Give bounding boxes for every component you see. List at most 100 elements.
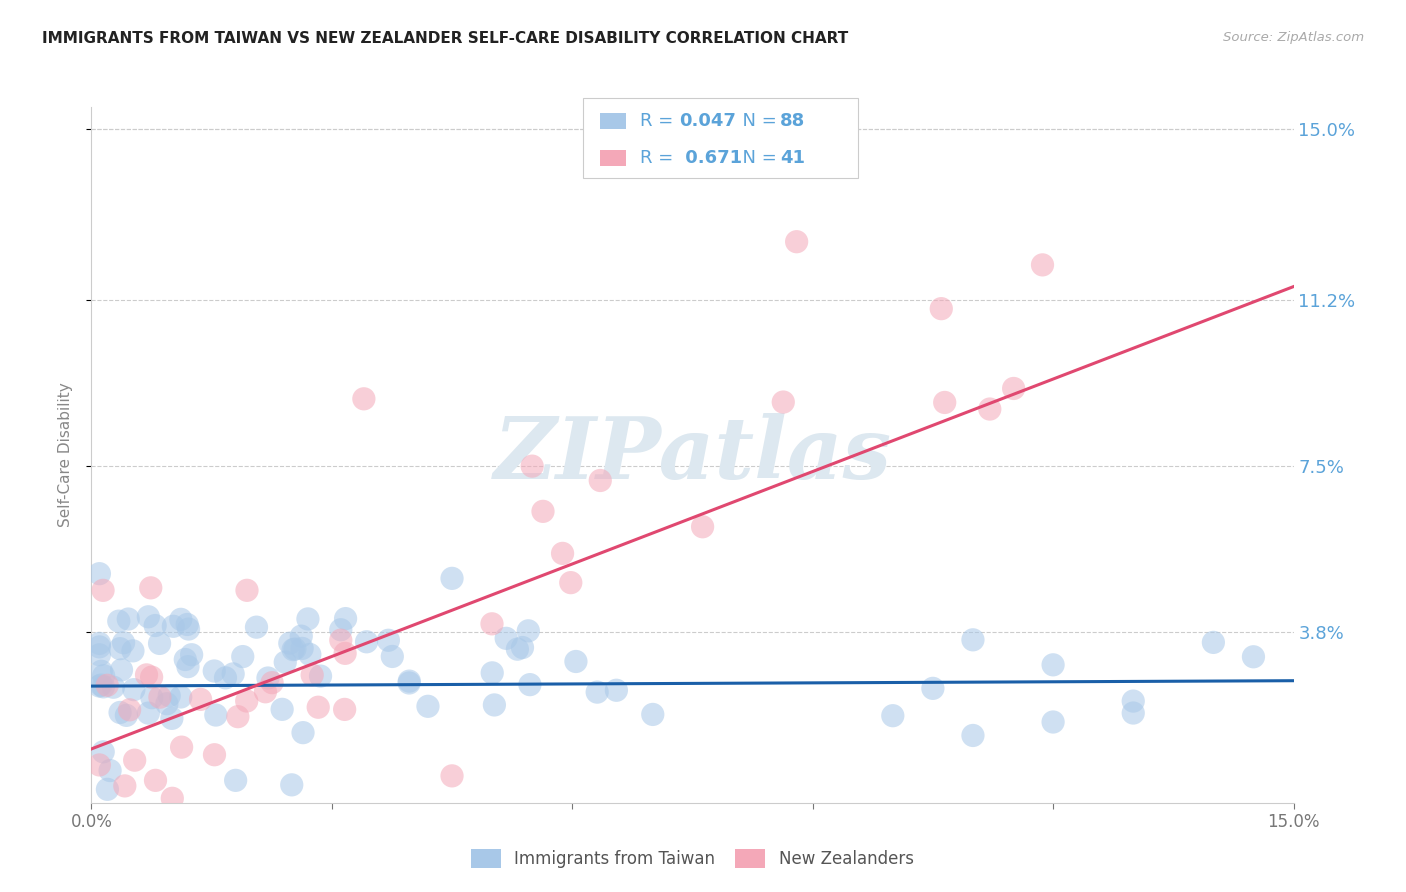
Point	[1031, 258, 1053, 272]
Point	[149, 690, 172, 705]
Point	[118, 703, 141, 717]
Point	[143, 618, 166, 632]
Point	[495, 632, 517, 646]
Point	[89, 679, 111, 693]
Point	[979, 402, 1001, 417]
Point	[170, 740, 193, 755]
Point	[962, 729, 984, 743]
Point	[138, 706, 160, 720]
Point	[398, 676, 420, 690]
Point	[605, 683, 627, 698]
Point	[122, 682, 145, 697]
Point	[1002, 381, 1025, 395]
Text: Source: ZipAtlas.com: Source: ZipAtlas.com	[1223, 31, 1364, 45]
Point	[174, 652, 197, 666]
Point	[290, 629, 312, 643]
Point	[148, 636, 170, 650]
Point	[177, 659, 200, 673]
Point	[333, 646, 356, 660]
Point	[98, 764, 121, 778]
Point	[245, 620, 267, 634]
Point	[190, 692, 212, 706]
Point	[440, 571, 463, 585]
Point	[170, 690, 193, 704]
Point	[517, 624, 540, 638]
Text: N =: N =	[731, 149, 783, 168]
Point	[292, 725, 315, 739]
Text: 0.047: 0.047	[679, 112, 735, 129]
Point	[124, 753, 146, 767]
Point	[297, 612, 319, 626]
Text: 0.671: 0.671	[679, 149, 742, 168]
Point	[145, 773, 167, 788]
Text: 41: 41	[780, 149, 806, 168]
Point	[307, 700, 329, 714]
Point	[257, 671, 280, 685]
Point	[565, 655, 588, 669]
Point	[1042, 657, 1064, 672]
Point	[112, 636, 135, 650]
Point	[929, 301, 952, 316]
Point	[91, 745, 114, 759]
Point	[353, 392, 375, 406]
Point	[1243, 649, 1265, 664]
Point	[108, 706, 131, 720]
Point	[93, 668, 115, 682]
Point	[882, 708, 904, 723]
Point	[90, 665, 112, 679]
Point	[786, 235, 808, 249]
Point	[170, 612, 193, 626]
Point	[115, 708, 138, 723]
Point	[481, 665, 503, 680]
Point	[962, 632, 984, 647]
Point	[162, 619, 184, 633]
Point	[96, 678, 118, 692]
Text: ZIPatlas: ZIPatlas	[494, 413, 891, 497]
Point	[160, 711, 183, 725]
Point	[89, 636, 111, 650]
Point	[141, 690, 163, 705]
Point	[122, 644, 145, 658]
Point	[91, 583, 114, 598]
Point	[225, 773, 247, 788]
Point	[506, 642, 529, 657]
Point	[586, 685, 609, 699]
Point	[254, 685, 277, 699]
Y-axis label: Self-Care Disability: Self-Care Disability	[58, 383, 73, 527]
Point	[262, 675, 284, 690]
Point	[278, 636, 301, 650]
Text: 88: 88	[780, 112, 806, 129]
Point	[89, 758, 111, 772]
Point	[284, 642, 307, 657]
Point	[335, 612, 357, 626]
Point	[232, 649, 254, 664]
Point	[135, 668, 157, 682]
Point	[772, 395, 794, 409]
Point	[177, 622, 200, 636]
Point	[271, 702, 294, 716]
Point	[692, 520, 714, 534]
Point	[205, 708, 228, 723]
Point	[141, 670, 163, 684]
Point	[398, 674, 420, 689]
Point	[440, 769, 463, 783]
Point	[641, 707, 664, 722]
Point	[1202, 635, 1225, 649]
Point	[90, 678, 112, 692]
Point	[103, 680, 125, 694]
Point	[1122, 706, 1144, 720]
Point	[202, 664, 225, 678]
Text: R =: R =	[640, 149, 679, 168]
Point	[551, 546, 574, 560]
Point	[329, 633, 352, 648]
Point	[522, 459, 544, 474]
Point	[1122, 694, 1144, 708]
Point	[114, 779, 136, 793]
Point	[222, 667, 245, 681]
Point	[156, 697, 179, 711]
Text: R =: R =	[640, 112, 679, 129]
Point	[157, 689, 180, 703]
Point	[107, 614, 129, 628]
Point	[531, 504, 554, 518]
Point	[93, 680, 115, 694]
